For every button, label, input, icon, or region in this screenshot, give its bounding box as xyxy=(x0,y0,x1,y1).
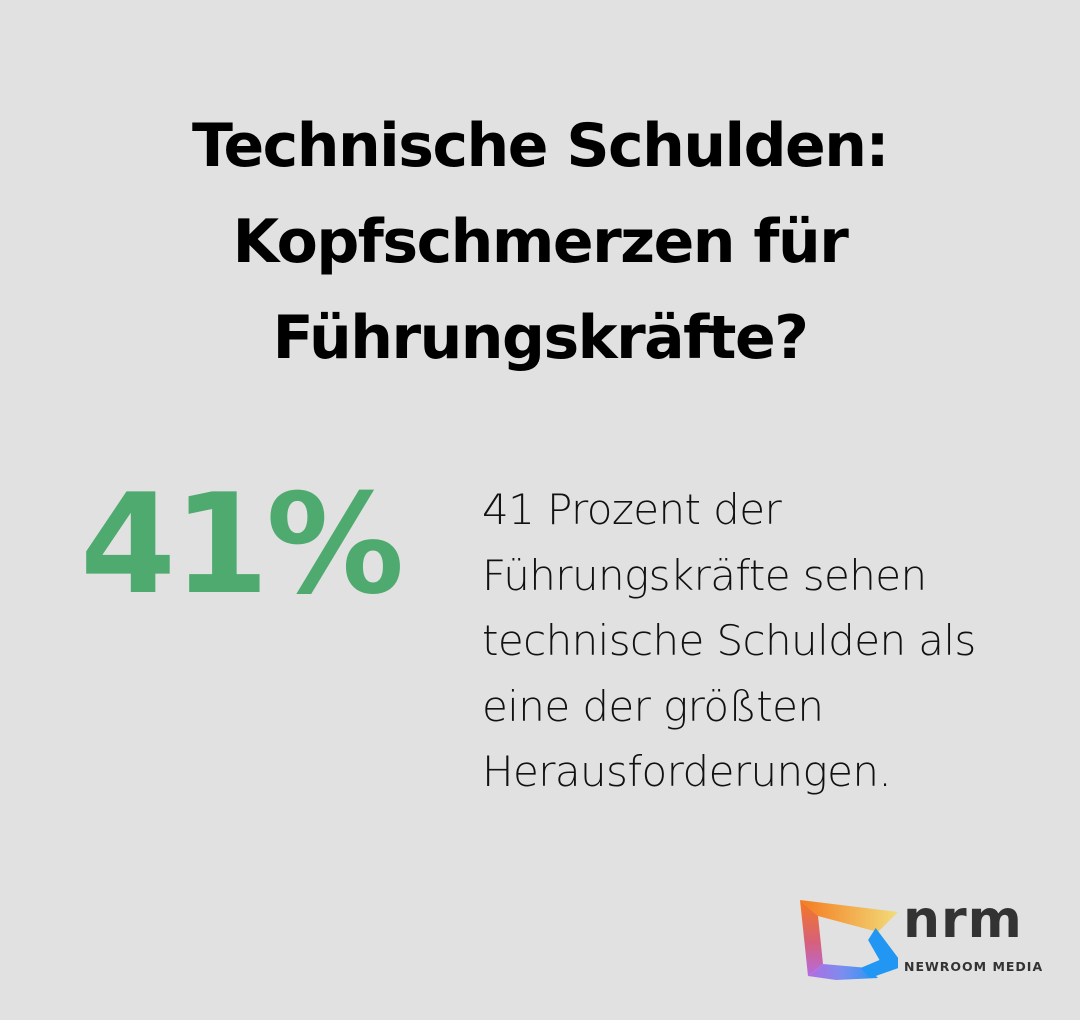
description-line-5: Herausforderungen. xyxy=(482,747,892,796)
logo-wordmark: nrm xyxy=(903,890,1023,950)
description-line-4: eine der größten xyxy=(482,681,824,731)
page-title: Technische Schulden: Kopfschmerzen für F… xyxy=(0,98,1080,386)
description-line-3: technische Schulden als xyxy=(482,616,976,665)
logo-subtitle: NEWROOM MEDIA xyxy=(904,959,1044,974)
description-line-1: 41 Prozent der xyxy=(482,485,782,534)
title-line-3: Führungskräfte? xyxy=(272,303,809,373)
title-line-2: Kopfschmerzen für xyxy=(232,207,849,277)
newroom-media-logo: nrm NEWROOM MEDIA xyxy=(798,890,1048,983)
stat-percentage: 41% xyxy=(80,464,404,625)
title-line-1: Technische Schulden: xyxy=(192,111,889,181)
description-line-2: Führungskräfte sehen xyxy=(482,550,927,600)
nrm-logo-icon xyxy=(800,900,898,980)
stat-description: 41 Prozent der Führungskräfte sehen tech… xyxy=(482,477,1042,805)
